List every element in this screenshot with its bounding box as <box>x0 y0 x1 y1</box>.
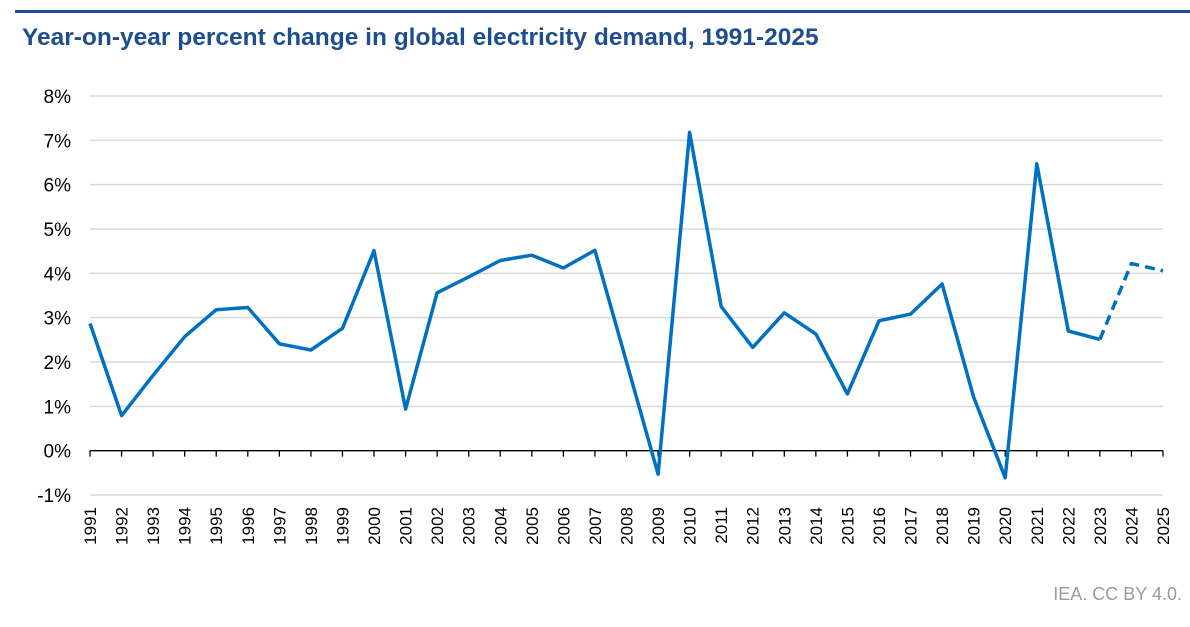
x-tick-label: 2020 <box>996 507 1015 545</box>
x-tick-label: 2018 <box>933 507 952 545</box>
x-tick-label: 2017 <box>902 507 921 545</box>
x-tick-label: 2000 <box>365 507 384 545</box>
gridlines <box>90 95 1163 496</box>
x-tick-label: 2012 <box>744 507 763 545</box>
x-axis: 1991 1992 1993 1994 1995 1996 1997 1998 1999 2000… <box>81 450 1173 545</box>
x-tick-label: 1997 <box>270 507 289 545</box>
x-tick-label: 2006 <box>554 507 573 545</box>
y-tick-label: 4% <box>44 264 72 285</box>
x-tick-label: 1996 <box>239 507 258 545</box>
x-tick-label: 2022 <box>1059 507 1078 545</box>
y-tick-label: 1% <box>44 397 72 418</box>
x-tick-label: 2015 <box>838 507 857 545</box>
x-tick-label: 2021 <box>1028 507 1047 545</box>
x-tick-label: 1993 <box>144 507 163 545</box>
y-tick-label: 3% <box>44 309 72 330</box>
y-tick-label: -1% <box>37 486 71 507</box>
x-tick-label: 2008 <box>618 507 637 545</box>
x-tick-label: 2014 <box>807 507 826 545</box>
source-credit: IEA. CC BY 4.0. <box>1053 584 1182 604</box>
x-tick-label: 2009 <box>649 507 668 545</box>
x-tick-label: 2007 <box>586 507 605 545</box>
y-tick-label: 0% <box>44 442 72 463</box>
x-tick-label: 2019 <box>965 507 984 545</box>
y-tick-label: 5% <box>44 220 72 241</box>
x-tick-label: 2011 <box>712 507 731 544</box>
demand-growth-line <box>88 130 1101 480</box>
x-tick-label: 1999 <box>333 507 352 545</box>
x-tick-label: 2001 <box>397 507 416 545</box>
x-tick-label: 1994 <box>176 507 195 545</box>
x-tick-label: 1992 <box>113 507 132 545</box>
y-tick-label: 2% <box>44 353 72 374</box>
x-tick-label: 1991 <box>81 507 100 545</box>
x-tick-label: 1995 <box>207 507 226 545</box>
chart-title: Year-on-year percent change in global el… <box>22 24 819 51</box>
x-tick-label: 2025 <box>1154 507 1173 545</box>
y-tick-label: 6% <box>44 176 72 197</box>
x-tick-label: 2004 <box>491 507 510 545</box>
x-tick-label: 2024 <box>1122 507 1141 545</box>
y-tick-label: 7% <box>44 131 72 152</box>
x-tick-label: 2005 <box>523 507 542 545</box>
x-tick-label: 2003 <box>460 507 479 545</box>
x-tick-label: 2002 <box>428 507 447 545</box>
x-tick-label: 2023 <box>1091 507 1110 545</box>
x-tick-label: 2016 <box>870 507 889 545</box>
series-lines <box>88 130 1164 480</box>
x-tick-label: 2010 <box>681 507 700 545</box>
x-tick-label: 1998 <box>302 507 321 545</box>
title-rule <box>15 10 1190 13</box>
y-axis: -1% 0% 1% 2% 3% 4% 5% 6% 7% 8% <box>37 87 71 507</box>
y-tick-label: 8% <box>44 87 72 108</box>
forecast-line <box>1098 261 1164 341</box>
x-tick-label: 2013 <box>775 507 794 545</box>
